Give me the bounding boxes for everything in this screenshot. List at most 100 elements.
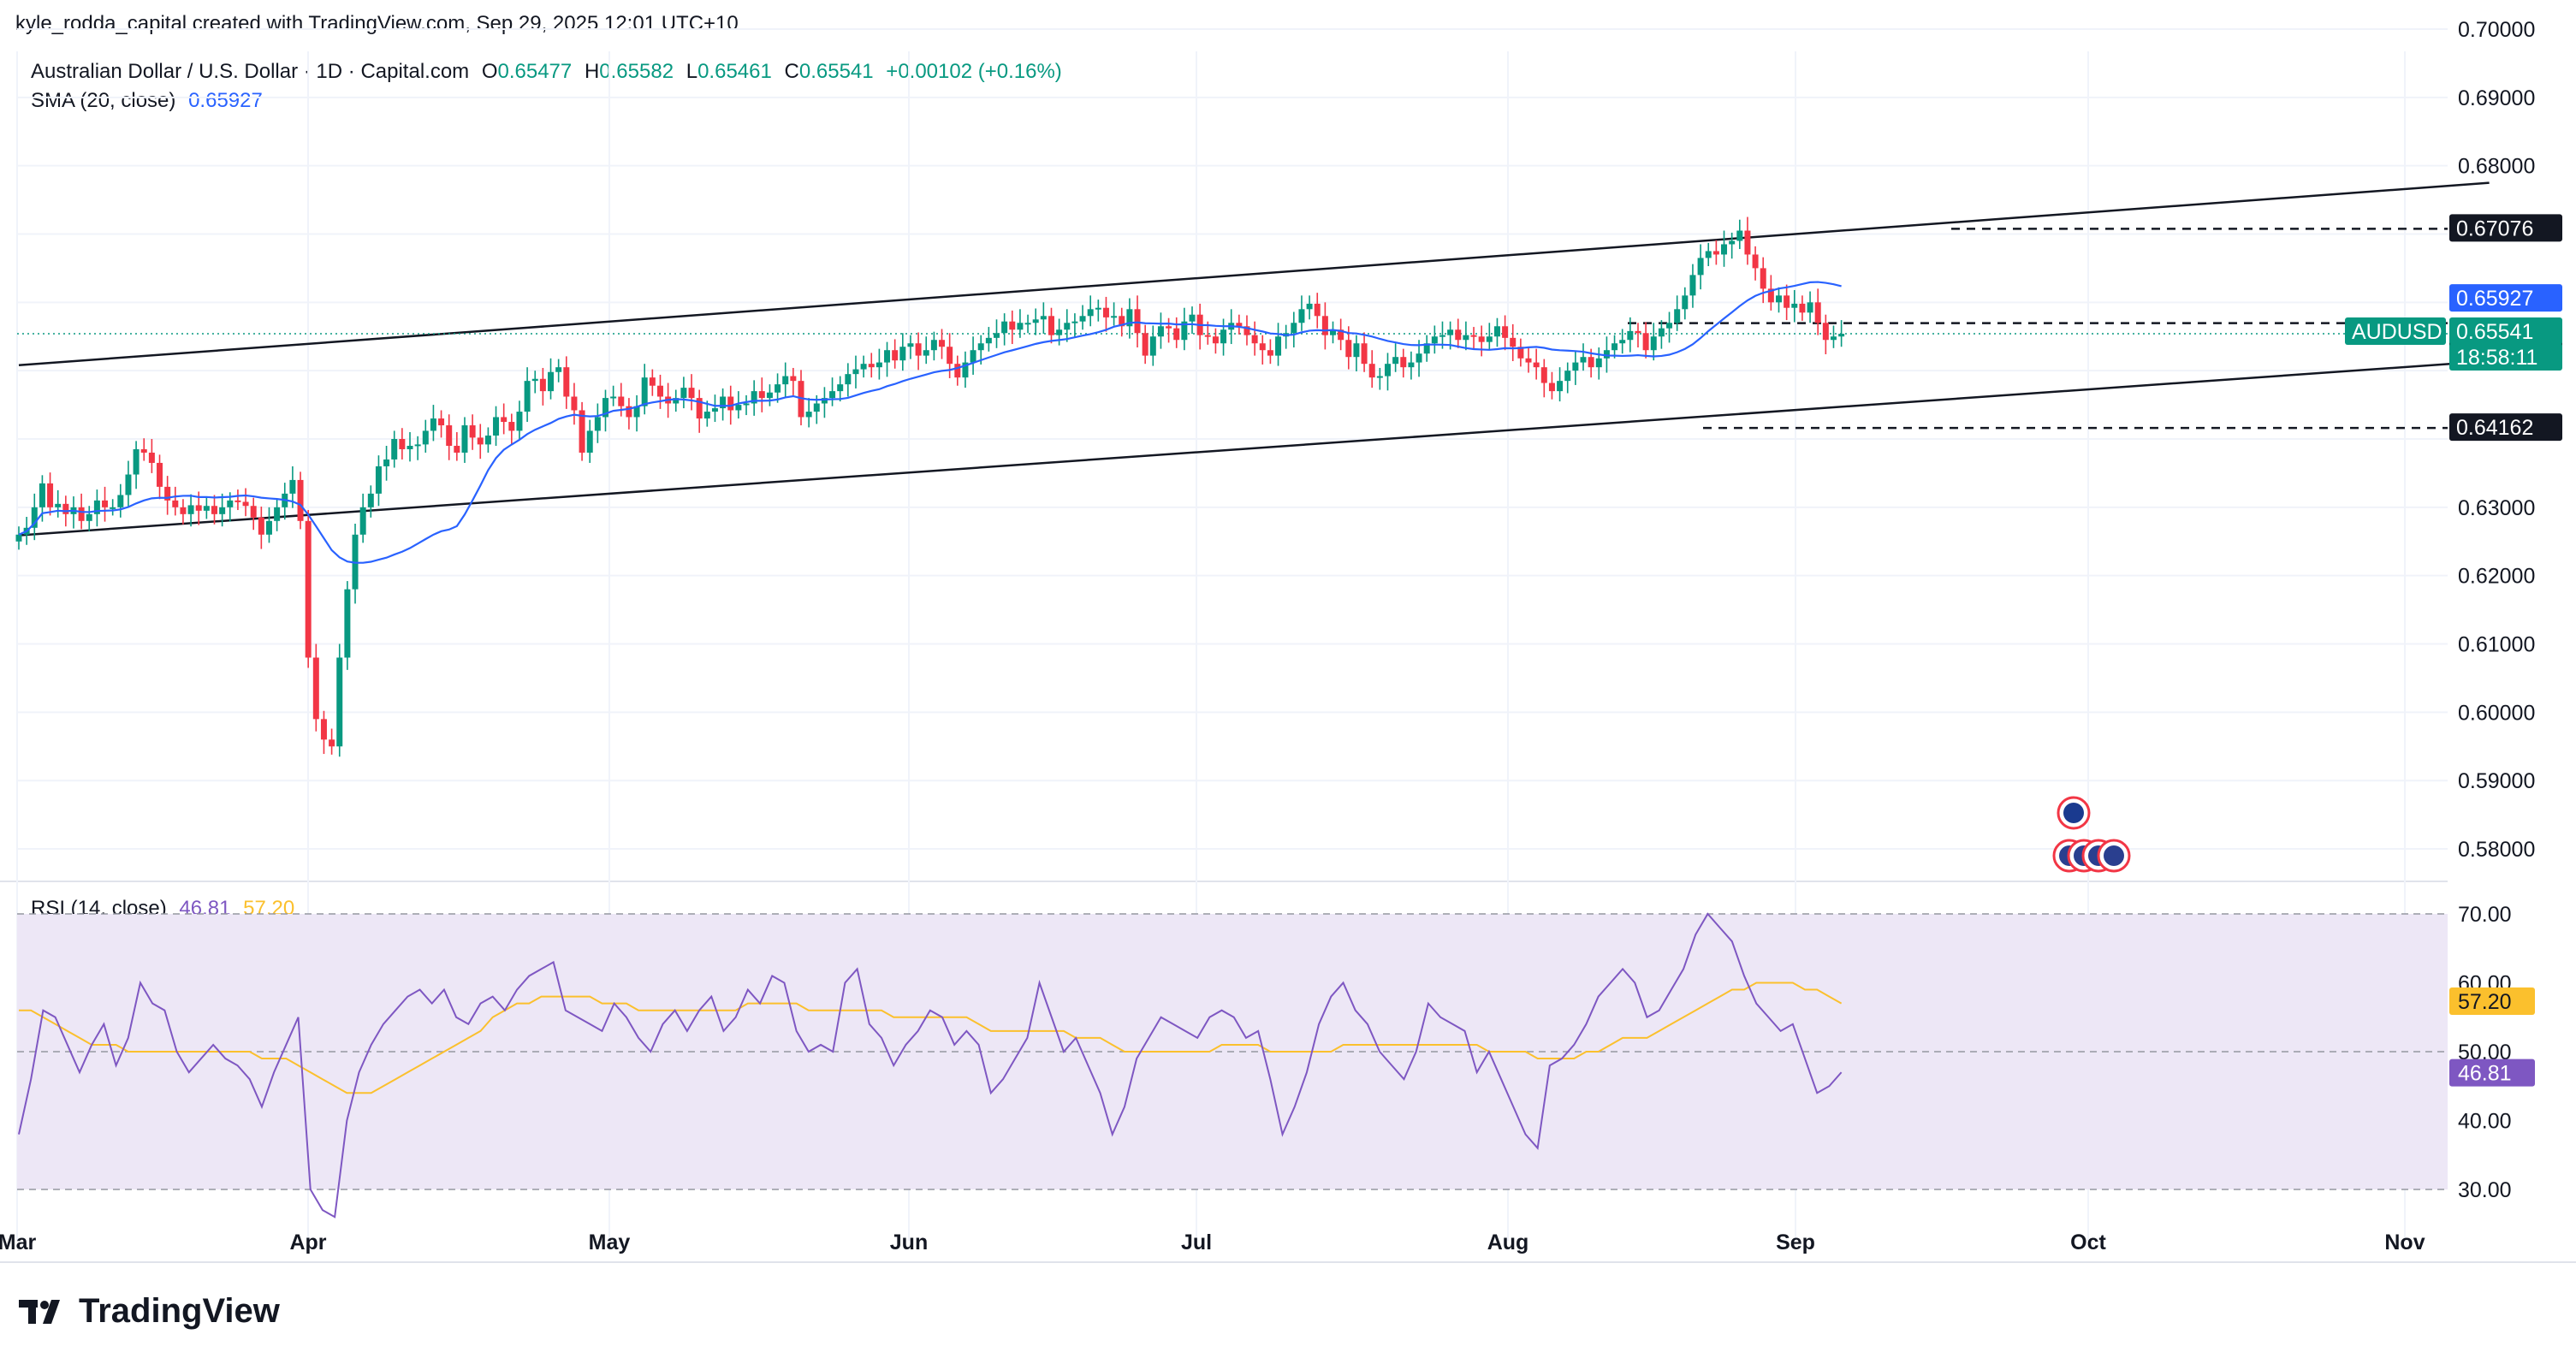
candle-body <box>1189 314 1196 322</box>
candle-body <box>1126 309 1133 327</box>
candle-body <box>211 506 217 514</box>
candle-body <box>930 340 937 351</box>
candle-body <box>805 412 812 418</box>
candle-body <box>484 436 491 445</box>
candle-body <box>329 739 335 747</box>
candle-body <box>1220 329 1227 344</box>
candle-body <box>454 445 460 453</box>
time-tick-label: Oct <box>2070 1231 2106 1254</box>
low-label: L <box>686 60 698 83</box>
candle-body <box>1650 336 1657 351</box>
candle-body <box>117 495 124 507</box>
candle-body <box>125 474 132 495</box>
candle-body <box>884 350 891 363</box>
tradingview-logo: TradingView <box>19 1292 280 1331</box>
candle-body <box>1666 323 1673 329</box>
candle-body <box>1548 383 1555 392</box>
candle-body <box>86 513 92 521</box>
candle-body <box>258 517 264 535</box>
candle-body <box>845 374 852 385</box>
candle-body <box>1181 321 1188 341</box>
candle-body <box>140 448 147 453</box>
price-label-box <box>2449 214 2562 242</box>
candle-body <box>594 417 601 431</box>
candle-body <box>1032 319 1039 323</box>
candle-body <box>985 337 992 344</box>
candle-body <box>1024 323 1031 325</box>
candle-body <box>751 391 757 404</box>
candle-body <box>1400 357 1407 368</box>
candle-body <box>219 507 226 514</box>
symbol-legend: Australian Dollar / U.S. Dollar · 1D · C… <box>31 60 1069 84</box>
candle-body <box>1736 230 1743 241</box>
candle-body <box>312 657 319 720</box>
candle-body <box>187 505 194 514</box>
candle-body <box>1744 230 1751 255</box>
candle-body <box>766 392 773 399</box>
candle-body <box>164 486 171 501</box>
candle-body <box>813 403 820 412</box>
candle-body <box>47 483 54 507</box>
time-tick-label: Jul <box>1181 1231 1212 1254</box>
candle-body <box>1321 316 1328 335</box>
candle-body <box>297 479 304 521</box>
candle-body <box>1236 323 1243 327</box>
candle-body <box>548 371 555 392</box>
candle-body <box>430 418 436 431</box>
candle-body <box>875 362 882 368</box>
candle-body <box>1791 303 1798 308</box>
candle-body <box>539 378 546 392</box>
candle-body <box>320 719 327 740</box>
rsi-price-label-text: 46.81 <box>2458 1062 2512 1086</box>
candle-body <box>1291 323 1297 334</box>
channel-lower-line <box>18 359 2490 537</box>
rsi-price-label-box <box>2449 987 2535 1016</box>
candle-body <box>1752 254 1759 269</box>
candle-body <box>1345 340 1352 358</box>
candle-body <box>422 430 429 445</box>
candle-body <box>15 534 22 542</box>
candle-body <box>586 430 593 453</box>
candle-body <box>1533 362 1540 368</box>
candle-body <box>1079 316 1086 322</box>
price-label-box <box>2449 413 2562 442</box>
price-tick-label: 0.60000 <box>2458 701 2535 725</box>
rsi-price-label-text: 57.20 <box>2458 990 2512 1014</box>
candle-body <box>1776 295 1782 303</box>
candle-body <box>1298 309 1305 323</box>
candle-body <box>1712 251 1719 255</box>
candle-body <box>461 425 468 453</box>
candle-body <box>1376 376 1383 378</box>
channel-upper-line <box>18 181 2490 367</box>
candle-body <box>359 507 366 535</box>
candle-body <box>1807 302 1813 313</box>
candle-body <box>1619 340 1626 344</box>
candle-body <box>1330 329 1337 335</box>
candle-body <box>743 403 750 406</box>
candle-body <box>727 396 734 411</box>
sma-value: 0.65927 <box>188 89 263 112</box>
candle-body <box>1799 303 1806 313</box>
price-label-text: 18:58:11 <box>2456 346 2537 370</box>
candle-body <box>1142 333 1149 356</box>
price-label-box <box>2449 342 2562 371</box>
candle-body <box>1267 350 1273 356</box>
candle-body <box>1361 343 1368 365</box>
candle-body <box>1204 335 1211 337</box>
candle-body <box>688 388 695 399</box>
candle-body <box>1729 240 1736 245</box>
time-tick-label: Aug <box>1487 1231 1529 1254</box>
candle-body <box>1784 295 1790 308</box>
candle-body <box>915 343 922 356</box>
candle-body <box>1838 334 1845 337</box>
candle-body <box>110 507 116 509</box>
candle-body <box>1689 275 1696 296</box>
high-value: 0.65582 <box>599 60 674 83</box>
candle-body <box>1682 295 1689 310</box>
candle-body <box>1275 336 1282 356</box>
candle-body <box>1588 357 1594 368</box>
candle-body <box>391 439 398 460</box>
price-label-box <box>2345 317 2446 345</box>
candle-body <box>1251 335 1258 344</box>
